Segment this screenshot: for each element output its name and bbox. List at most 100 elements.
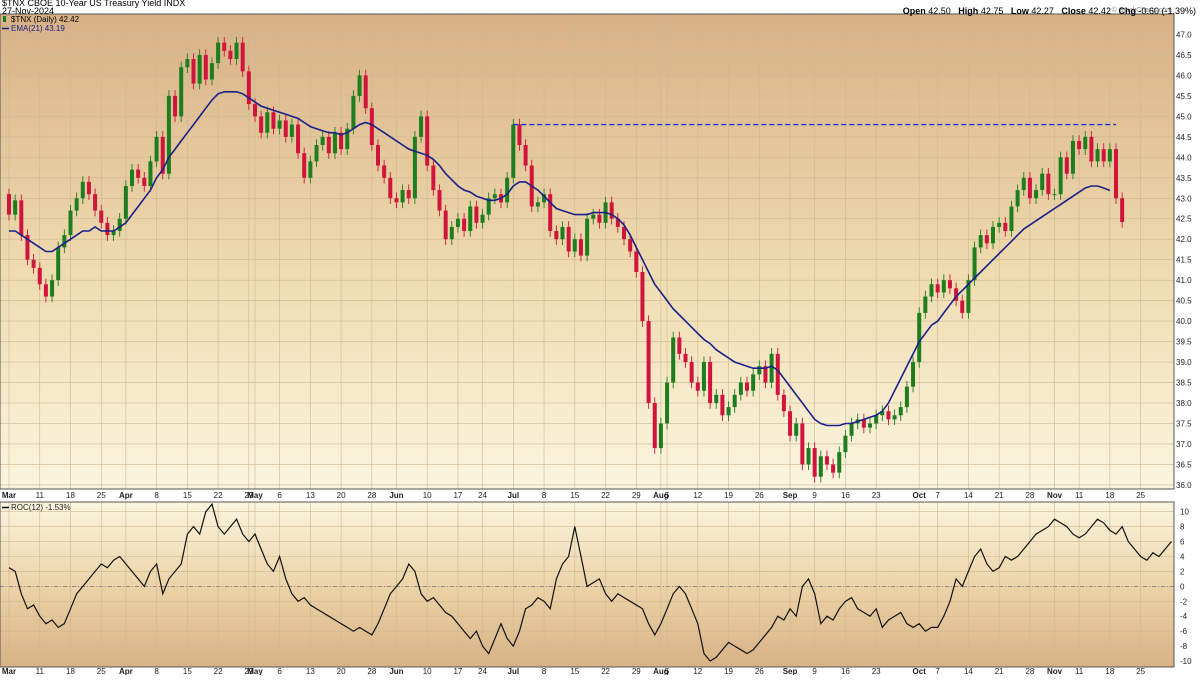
price-x-tick-label: 26 [755, 491, 764, 500]
candle-body [954, 288, 959, 301]
candle-body [769, 353, 774, 383]
price-x-tick-label: 25 [97, 491, 106, 500]
candle-body [923, 296, 928, 313]
candle-body [394, 198, 399, 203]
candle-body [13, 200, 18, 215]
price-x-tick-label: 18 [1105, 491, 1114, 500]
candle-body [523, 145, 528, 166]
price-x-tick-label: 20 [337, 491, 346, 500]
candle-body [904, 386, 909, 408]
roc-y-tick-label: 0 [1180, 582, 1185, 591]
candle-body [222, 42, 227, 51]
roc-line [8, 502, 1172, 662]
candle-body [369, 108, 374, 146]
candle-body [105, 222, 110, 236]
candle-body [419, 116, 424, 137]
candle-body [246, 71, 251, 105]
price-y-tick-label: 40.5 [1176, 297, 1192, 306]
candle-body [68, 210, 73, 236]
candle-body [50, 280, 55, 297]
candle-body [345, 128, 350, 150]
candle-body [1058, 157, 1063, 195]
roc-x-tick-label: 22 [214, 667, 223, 675]
candle-body [1034, 190, 1039, 199]
candle-body [818, 456, 823, 477]
candle-body [935, 284, 940, 293]
roc-layer [8, 502, 1172, 662]
price-x-tick-label: 10 [423, 491, 432, 500]
candle-body [1052, 194, 1057, 196]
roc-x-tick-label: 6 [277, 667, 282, 675]
price-x-tick-label: 9 [812, 491, 817, 500]
candle-body [991, 226, 995, 244]
candle-body [136, 169, 141, 178]
candle-body [1120, 198, 1125, 223]
roc-x-tick-label: 20 [337, 667, 346, 675]
candle-body [474, 206, 479, 223]
candle-body [917, 312, 922, 363]
candle-body [708, 362, 713, 404]
candle-body [455, 218, 460, 227]
candle-body [941, 280, 946, 293]
candle-body [93, 194, 98, 211]
price-gridlines [0, 14, 1174, 489]
price-x-tick-label: 18 [66, 491, 75, 500]
candle-body [289, 124, 294, 137]
candle-body [615, 218, 620, 227]
price-y-tick-label: 47.0 [1176, 30, 1192, 39]
candle-body [56, 247, 61, 281]
price-x-tick-label: 11 [36, 491, 45, 500]
candle-body [320, 136, 325, 146]
candle-body [31, 259, 36, 268]
price-y-tick-label: 44.0 [1176, 153, 1192, 162]
candle-body [658, 423, 663, 449]
price-y-tick-label: 39.0 [1176, 358, 1192, 367]
candle-body [874, 415, 879, 424]
candle-body [1015, 190, 1020, 207]
price-x-tick-label: 8 [154, 491, 159, 500]
candle-body [1095, 149, 1100, 162]
price-x-tick-label: 15 [183, 491, 192, 500]
price-x-tick-label: 22 [601, 491, 610, 500]
candle-body [117, 218, 122, 232]
price-legend-label: $TNX (Daily) 42.42 [11, 15, 80, 24]
roc-x-tick-label: 28 [367, 667, 376, 675]
price-x-tick-label: 7 [935, 491, 940, 500]
candle-body [1114, 149, 1118, 199]
candle-body [609, 202, 614, 219]
candle-body [665, 382, 670, 424]
price-y-tick-label: 37.0 [1176, 440, 1192, 449]
roc-x-tick-label: Mar [2, 667, 16, 675]
price-x-tick-label: Aug [653, 491, 669, 500]
candle-body [283, 120, 288, 137]
candle-body [462, 218, 467, 232]
candle-body [74, 198, 79, 211]
candle-body [837, 452, 842, 473]
roc-x-tick-label: 8 [154, 667, 159, 675]
roc-x-tick-label: Oct [913, 667, 927, 675]
candle-body [19, 200, 24, 236]
roc-x-tick-label: 25 [97, 667, 106, 675]
candle-body [339, 132, 344, 150]
price-x-tick-label: 25 [1136, 491, 1145, 500]
candle-body [209, 63, 214, 80]
roc-x-tick-label: 5 [665, 667, 670, 675]
candle-body [388, 177, 393, 199]
price-x-tick-label: 22 [214, 491, 223, 500]
price-x-tick-label: Jun [389, 491, 403, 500]
candle-body [1021, 177, 1026, 191]
roc-x-tick-label: 9 [812, 667, 817, 675]
price-x-tick-label: Apr [119, 491, 133, 500]
candle-body [130, 169, 134, 186]
price-x-tick-label: Oct [913, 491, 927, 500]
roc-x-tick-label: 17 [453, 667, 462, 675]
price-x-tick-label: 13 [306, 491, 315, 500]
candle-body [566, 226, 571, 252]
candle-body [898, 407, 903, 416]
candle-body [861, 419, 866, 428]
candle-body [37, 267, 42, 285]
ohlc-open: Open 42.50 [902, 6, 954, 16]
roc-x-tick-label: 8 [542, 667, 547, 675]
price-x-tick-label: 12 [693, 491, 702, 500]
